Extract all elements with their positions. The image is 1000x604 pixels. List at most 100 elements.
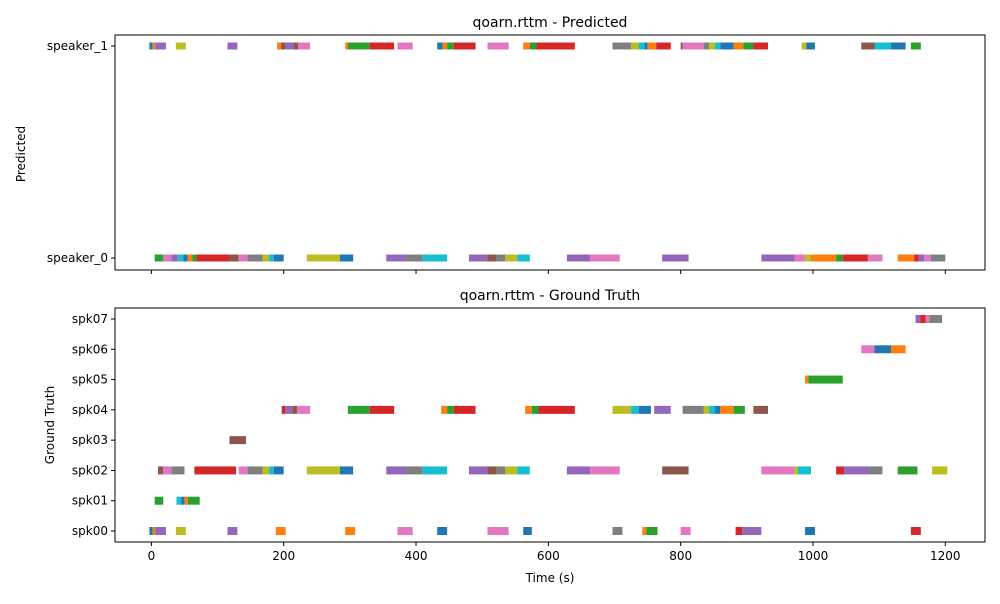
segment-spk04-68 (631, 405, 639, 414)
segment-speaker_1-72 (720, 42, 734, 50)
ytick-label-spk03: spk03 (72, 433, 108, 447)
segment-speaker_0-25 (590, 254, 620, 262)
xtick-label-400: 400 (405, 549, 428, 563)
segment-spk02-33 (306, 466, 340, 475)
segment-spk04-61 (441, 405, 448, 414)
segment-spk00-15 (735, 527, 743, 535)
segment-spk04-67 (612, 405, 632, 414)
segment-spk02-47 (794, 466, 798, 475)
ytick-label-spk06: spk06 (72, 342, 108, 356)
segment-speaker_0-8 (229, 254, 239, 262)
segment-spk05-79 (808, 375, 843, 384)
segment-speaker_0-10 (247, 254, 263, 262)
segment-speaker_1-70 (709, 42, 716, 50)
segment-spk02-51 (869, 466, 883, 475)
segment-speaker_0-23 (517, 254, 530, 262)
segment-speaker_1-50 (347, 42, 370, 50)
segment-spk04-63 (453, 405, 476, 414)
segment-spk05-78 (805, 375, 809, 384)
segment-speaker_1-49 (345, 42, 348, 50)
segment-speaker_0-2 (171, 254, 178, 262)
segment-speaker_1-39 (149, 42, 153, 50)
segment-speaker_0-27 (761, 254, 795, 262)
segment-speaker_1-61 (612, 42, 632, 50)
ground-truth-ticks: spk00 spk01 spk02 spk03 spk04 spk05 spk06 spk07… (72, 312, 961, 563)
predicted-panel: qoarn.rttm - Predicted Predicted speaker… (14, 15, 986, 274)
segment-speaker_1-69 (703, 42, 710, 50)
segment-spk00-13 (646, 527, 658, 535)
segment-spk02-41 (505, 466, 518, 475)
segment-spk02-30 (262, 466, 270, 475)
segment-spk04-64 (525, 405, 532, 414)
segment-speaker_1-77 (806, 42, 815, 50)
segment-speaker_1-55 (447, 42, 454, 50)
segment-spk04-74 (715, 405, 721, 414)
segment-spk02-35 (386, 466, 407, 475)
segment-speaker_0-14 (306, 254, 340, 262)
ground-truth-segments (149, 315, 948, 535)
segment-speaker_0-33 (867, 254, 883, 262)
segment-spk02-43 (566, 466, 591, 475)
segment-speaker_0-21 (496, 254, 506, 262)
segment-spk06-82 (891, 345, 906, 354)
segment-speaker_1-41 (155, 42, 166, 50)
segment-spk02-49 (836, 466, 845, 475)
segment-speaker_0-24 (566, 254, 591, 262)
ytick-label-speaker_1: speaker_1 (47, 39, 108, 53)
segment-speaker_1-52 (397, 42, 413, 50)
segment-speaker_1-80 (891, 42, 906, 50)
segment-speaker_0-16 (386, 254, 407, 262)
segment-speaker_1-43 (227, 42, 238, 50)
segment-spk07-85 (925, 315, 930, 323)
ytick-label-spk04: spk04 (72, 403, 108, 417)
segment-speaker_1-73 (733, 42, 744, 50)
segment-spk00-1 (152, 527, 156, 535)
segment-speaker_1-71 (715, 42, 721, 50)
segment-spk04-65 (531, 405, 539, 414)
segment-spk00-16 (742, 527, 762, 535)
ytick-label-speaker_0: speaker_0 (47, 251, 108, 265)
segment-spk02-37 (422, 466, 448, 475)
segment-spk02-31 (269, 466, 274, 475)
segment-speaker_0-7 (196, 254, 230, 262)
segment-speaker_0-37 (924, 254, 931, 262)
segment-spk00-6 (345, 527, 356, 535)
segment-speaker_1-74 (743, 42, 754, 50)
segment-spk04-76 (733, 405, 745, 414)
predicted-segments (149, 42, 946, 262)
segment-speaker_0-0 (154, 254, 164, 262)
segment-speaker_1-64 (644, 42, 648, 50)
segment-spk04-72 (703, 405, 710, 414)
segment-spk02-46 (761, 466, 795, 475)
segment-speaker_0-18 (422, 254, 448, 262)
segment-spk00-7 (397, 527, 413, 535)
segment-spk02-24 (158, 466, 164, 475)
ytick-label-spk05: spk05 (72, 373, 108, 387)
segment-speaker_1-79 (874, 42, 892, 50)
segment-spk00-10 (523, 527, 532, 535)
segment-spk00-2 (155, 527, 166, 535)
segment-speaker_0-20 (487, 254, 497, 262)
segment-speaker_1-68 (682, 42, 704, 50)
segment-speaker_1-57 (487, 42, 509, 50)
segment-spk00-8 (437, 527, 448, 535)
segment-speaker_0-34 (897, 254, 915, 262)
segment-speaker_1-56 (453, 42, 476, 50)
segment-speaker_0-6 (192, 254, 197, 262)
segment-speaker_0-22 (505, 254, 518, 262)
segment-speaker_1-58 (523, 42, 530, 50)
predicted-axes-frame (114, 34, 986, 271)
segment-spk01-19 (154, 496, 164, 505)
segment-spk04-77 (753, 405, 768, 414)
ytick-label-spk07: spk07 (72, 312, 108, 326)
segment-speaker_0-26 (662, 254, 689, 262)
segment-spk04-55 (281, 405, 286, 414)
segment-speaker_1-48 (298, 42, 311, 50)
ground-truth-xlabel: Time (s) (525, 571, 575, 585)
segment-speaker_1-54 (442, 42, 448, 50)
segment-spk02-48 (797, 466, 811, 475)
segment-speaker_1-65 (647, 42, 657, 50)
segment-spk01-20 (176, 496, 182, 505)
segment-spk04-73 (709, 405, 716, 414)
